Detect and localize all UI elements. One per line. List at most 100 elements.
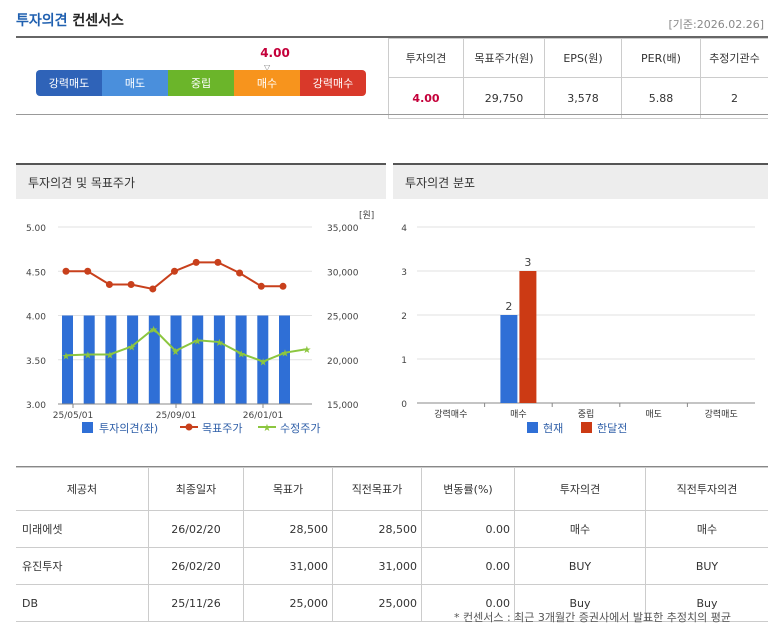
table-row: DB 25/11/26 25,000 25,000 0.00 Buy Buy (16, 584, 768, 622)
x-category-label: 강력매도 (705, 408, 738, 420)
summary-per: 5.88 (621, 77, 701, 119)
summary-header: 목표주가(원) (463, 38, 545, 78)
adjusted-price-point: ★ (237, 350, 246, 361)
table-row: 유진투자 26/02/20 31,000 31,000 0.00 BUY BUY (16, 547, 768, 585)
y-tick: 0 (401, 400, 407, 410)
y-left-tick: 4.50 (26, 268, 46, 278)
x-category-label: 중립 (578, 409, 595, 420)
x-category-label: 매수 (510, 409, 527, 420)
pointer-arrow-icon: ▽ (264, 63, 271, 72)
opinion-scale: 강력매도 매도 중립 매수 강력매수 (36, 70, 366, 96)
x-tick-label: 26/01/01 (243, 411, 283, 421)
cell-change: 0.00 (421, 510, 515, 548)
cell-target: 28,500 (243, 510, 333, 548)
legend-target-dot (185, 423, 193, 431)
title-rest: 컨센서스 (72, 13, 124, 29)
header-divider (16, 36, 768, 38)
section-divider (16, 114, 768, 115)
distribution-data-label: 2 (505, 300, 512, 313)
target-price-point (236, 269, 244, 277)
opinion-bar (257, 315, 269, 404)
y-tick: 1 (401, 356, 407, 366)
y-left-tick: 5.00 (26, 224, 46, 234)
y-tick: 3 (401, 268, 407, 278)
consensus-summary-table: 투자의견 목표주가(원) EPS(원) PER(배) 추정기관수 4.00 29… (388, 38, 768, 119)
adjusted-price-point: ★ (302, 345, 311, 356)
target-price-point (279, 282, 287, 290)
adjusted-price-line (65, 327, 308, 363)
y-left-tick: 3.50 (26, 357, 46, 367)
scale-strong-sell: 강력매도 (36, 70, 102, 96)
opinion-bar (235, 315, 247, 404)
summary-header: EPS(원) (544, 38, 622, 78)
legend-opinion-label: 투자의견(좌) (99, 422, 158, 435)
cell-opinion: BUY (514, 547, 646, 585)
base-date: [기준:2026.02.26] (668, 18, 764, 31)
scale-buy: 매수 (234, 70, 300, 96)
opinion-bar (148, 315, 160, 404)
opinion-bar (279, 315, 290, 404)
left-panel-title: 투자의견 및 목표주가 (16, 163, 386, 199)
x-tick-label: 25/05/01 (53, 411, 93, 421)
page-title: 투자의견 컨센서스 (16, 10, 124, 30)
target-price-line (66, 261, 283, 291)
summary-institution-count: 2 (700, 77, 768, 119)
adjusted-price-point: ★ (281, 349, 290, 360)
cell-prev-target: 25,000 (332, 584, 422, 622)
cell-provider: DB (16, 584, 149, 622)
summary-header: 투자의견 (388, 38, 464, 78)
table-top-rule (16, 466, 768, 467)
legend-adjusted-star: ★ (263, 423, 272, 434)
distribution-bar (500, 315, 518, 403)
table-header: 변동률(%) (421, 467, 515, 511)
cell-target: 25,000 (243, 584, 333, 622)
scale-neutral: 중립 (168, 70, 234, 96)
adjusted-price-point: ★ (259, 358, 268, 369)
target-price-point (84, 267, 92, 275)
cell-provider: 미래에셋 (16, 510, 149, 548)
table-header: 투자의견 (514, 467, 646, 511)
opinion-bar (213, 315, 225, 404)
distribution-bar (519, 271, 537, 403)
target-price-point (171, 267, 178, 275)
cell-prev-opinion: BUY (645, 547, 768, 585)
table-header: 최종일자 (148, 467, 244, 511)
cell-change: 0.00 (421, 547, 515, 585)
target-price-point (105, 281, 113, 289)
target-price-point (127, 281, 135, 289)
target-price-point (62, 267, 70, 275)
table-header: 직전투자의견 (645, 467, 768, 511)
legend-target-label: 목표주가 (202, 422, 242, 435)
y-left-tick: 3.00 (26, 401, 46, 411)
legend-month-ago-label: 한달전 (597, 422, 627, 435)
legend-opinion-swatch (82, 422, 93, 433)
summary-target-price: 29,750 (463, 77, 545, 119)
legend-current-label: 현재 (543, 422, 563, 435)
y-right-unit: [원] (359, 210, 374, 221)
target-price-point (149, 285, 157, 293)
cell-prev-opinion: 매수 (645, 510, 768, 548)
opinion-bar (192, 315, 204, 404)
y-left-tick: 4.00 (26, 313, 46, 323)
legend-current-swatch (527, 422, 538, 433)
y-right-tick: 15,000 (327, 401, 359, 411)
opinion-pointer-value: 4.00 (260, 46, 290, 60)
adjusted-price-point: ★ (193, 336, 202, 347)
summary-header: 추정기관수 (700, 38, 768, 78)
y-tick: 4 (401, 224, 407, 234)
summary-opinion-value: 4.00 (388, 77, 464, 119)
cell-opinion: Buy (514, 584, 646, 622)
table-row: 미래에셋 26/02/20 28,500 28,500 0.00 매수 매수 (16, 510, 768, 548)
opinion-target-chart: 5.00 4.50 4.00 3.50 3.00 35,000 30,000 25,000 20… (26, 210, 374, 435)
cell-date: 25/11/26 (148, 584, 244, 622)
y-right-tick: 35,000 (327, 224, 359, 234)
table-header: 직전목표가 (332, 467, 422, 511)
cell-prev-opinion: Buy (645, 584, 768, 622)
title-accent: 투자의견 (16, 13, 68, 29)
distribution-data-label: 3 (524, 256, 531, 269)
adjusted-price-point: ★ (149, 325, 158, 336)
cell-change: 0.00 (421, 584, 515, 622)
scale-strong-buy: 강력매수 (300, 70, 366, 96)
x-category-label: 매도 (645, 409, 662, 420)
